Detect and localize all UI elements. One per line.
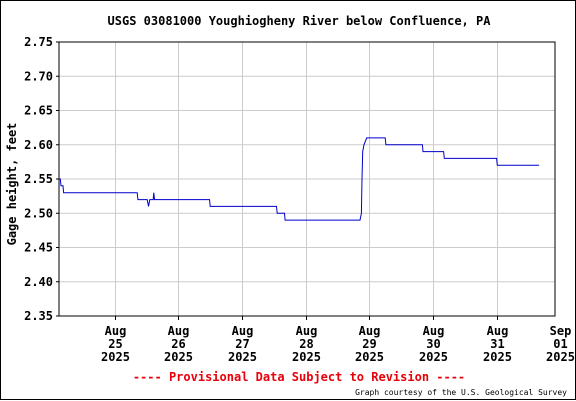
x-tick-label: 2025	[546, 350, 575, 364]
plot-area-border	[58, 41, 556, 317]
x-tick-label: Sep	[550, 324, 572, 338]
x-tick-label: 2025	[164, 350, 193, 364]
x-tick-label: Aug	[105, 324, 127, 338]
x-tick-label: 2025	[419, 350, 448, 364]
x-tick-label: 01	[553, 337, 567, 351]
y-axis-ticks: 2.35 2.40 2.45 2.50 2.55 2.60 2.65 2.70 2.75	[24, 35, 59, 323]
y-tick-label: 2.50	[24, 206, 53, 220]
usgs-credit: Graph courtesy of the U.S. Geological Su…	[355, 388, 567, 397]
x-tick-label: 2025	[101, 350, 130, 364]
x-tick-label: 30	[426, 337, 440, 351]
data-series	[59, 137, 540, 221]
y-tick-label: 2.70	[24, 69, 53, 83]
y-tick-label: 2.60	[24, 138, 53, 152]
x-tick-label: Aug	[168, 324, 190, 338]
grid-lines	[59, 41, 555, 317]
y-tick-label: 2.75	[24, 35, 53, 49]
y-axis-label: Gage height, feet	[5, 123, 19, 246]
x-tick-label: 31	[490, 337, 504, 351]
x-tick-label: 2025	[355, 350, 384, 364]
x-tick-label: 29	[362, 337, 376, 351]
x-tick-label: Aug	[359, 324, 381, 338]
x-tick-label: 2025	[292, 350, 321, 364]
x-tick-label: Aug	[487, 324, 509, 338]
provisional-data-note: ---- Provisional Data Subject to Revisio…	[133, 370, 465, 384]
x-tick-label: 2025	[483, 350, 512, 364]
y-tick-label: 2.40	[24, 275, 53, 289]
x-tick-label: 25	[108, 337, 122, 351]
gage-height-line	[59, 137, 540, 221]
y-tick-label: 2.55	[24, 172, 53, 186]
y-tick-label: 2.65	[24, 104, 53, 118]
x-tick-label: Aug	[232, 324, 254, 338]
x-tick-label: Aug	[423, 324, 445, 338]
x-tick-label: 28	[299, 337, 313, 351]
x-tick-label: 2025	[228, 350, 257, 364]
x-axis-ticks: Aug252025Aug262025Aug272025Aug282025Aug2…	[101, 316, 575, 364]
chart-title: USGS 03081000 Youghiogheny River below C…	[108, 14, 492, 28]
y-tick-label: 2.45	[24, 241, 53, 255]
y-tick-label: 2.35	[24, 309, 53, 323]
x-tick-label: Aug	[296, 324, 318, 338]
x-tick-label: 27	[235, 337, 249, 351]
x-tick-label: 26	[171, 337, 185, 351]
